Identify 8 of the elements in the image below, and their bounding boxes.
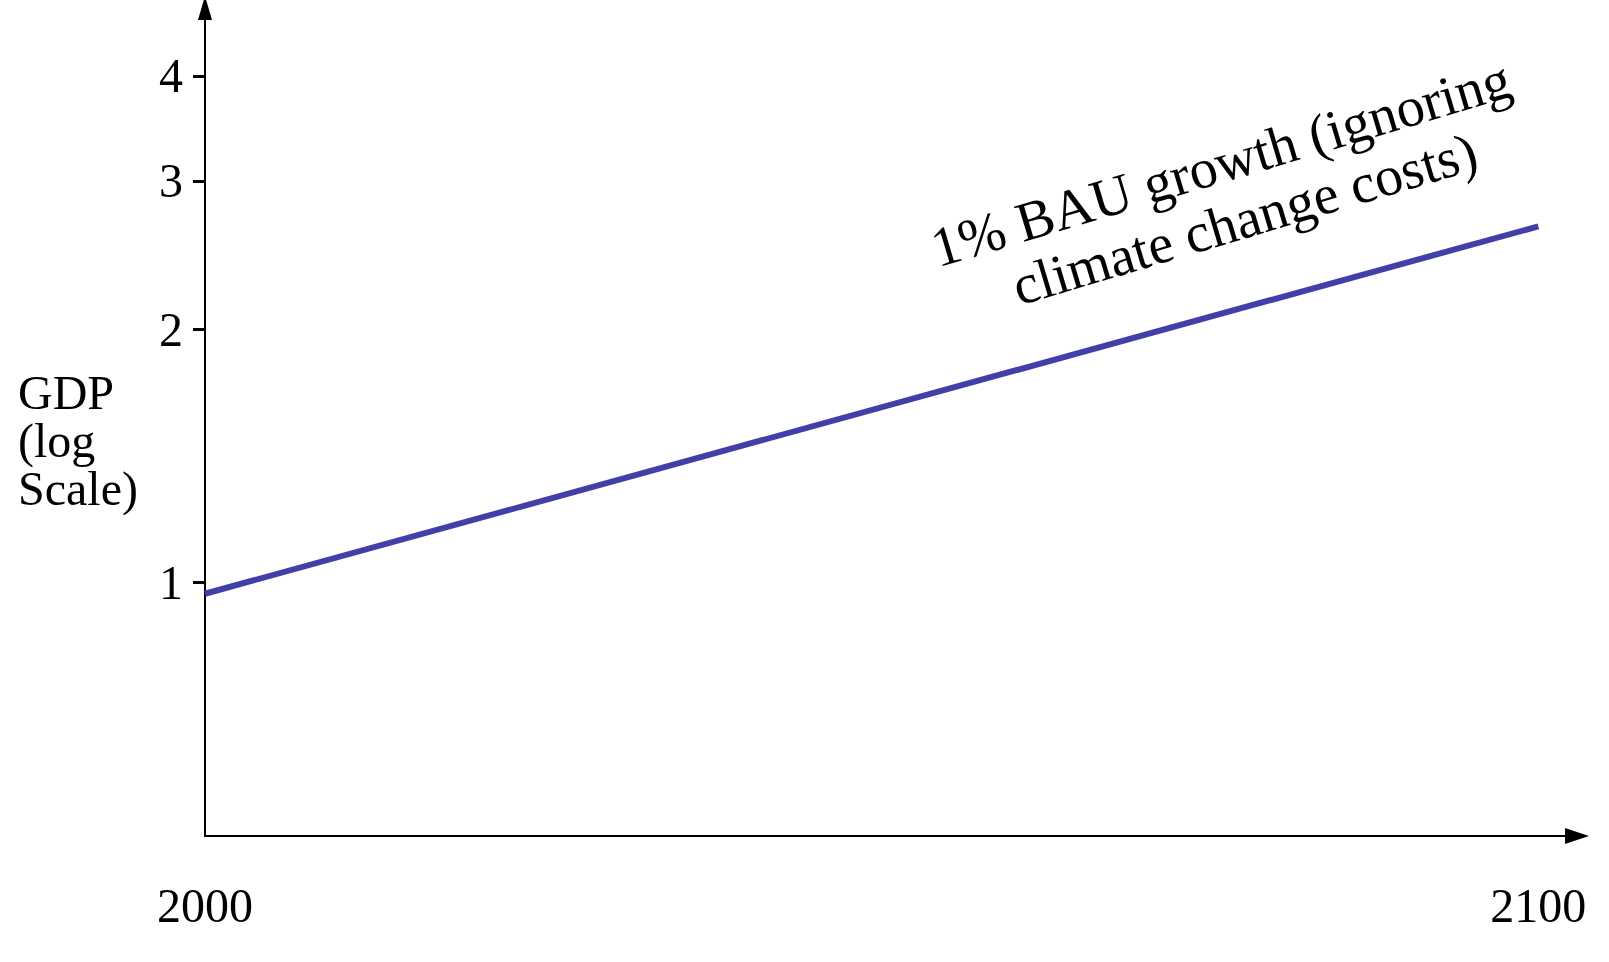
annotation: 1% BAU growth (ignoring climate change costs) — [923, 43, 1532, 319]
x-tick-label: 2100 — [1490, 878, 1587, 932]
y-tick-label: 1 — [159, 556, 183, 610]
x-tick-label: 2000 — [157, 878, 253, 932]
y-tick-label: 4 — [159, 49, 183, 103]
y-axis-title: GDP (log Scale) — [18, 365, 138, 516]
y-tick-label: 3 — [159, 154, 183, 208]
y-tick-label: 2 — [159, 302, 183, 356]
